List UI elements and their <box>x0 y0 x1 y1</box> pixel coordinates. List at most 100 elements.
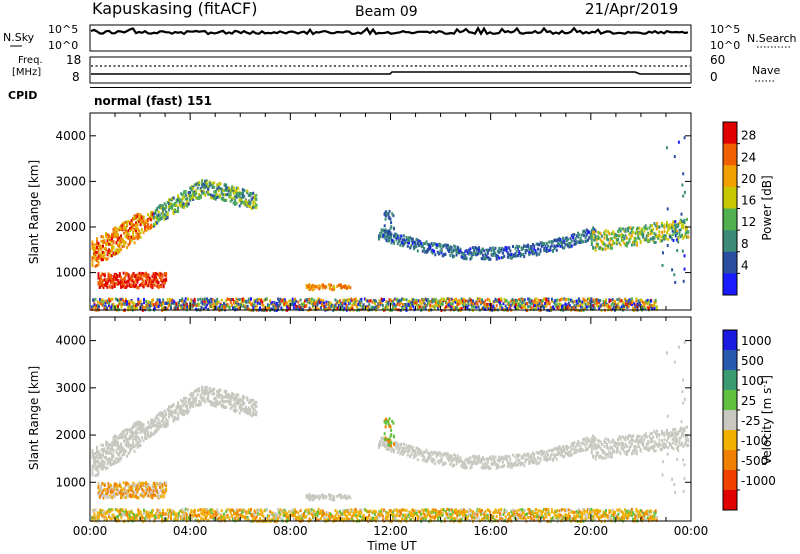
velocity-cell <box>115 484 117 487</box>
power-cell <box>604 232 607 236</box>
power-cell <box>458 302 461 306</box>
power-cell <box>569 237 572 241</box>
velocity-cell <box>443 462 446 466</box>
velocity-cell <box>465 457 468 461</box>
power-cell <box>138 215 141 219</box>
velocity-cell <box>118 434 121 438</box>
power-cell <box>96 239 98 243</box>
power-cell <box>381 303 384 307</box>
noise-right-label: N.Search <box>747 32 797 45</box>
velocity-cell <box>184 409 187 413</box>
power-cell <box>108 278 111 282</box>
power-cell <box>223 188 226 192</box>
power-cell <box>519 254 522 258</box>
velocity-cell <box>228 402 231 406</box>
velocity-cell <box>155 488 158 492</box>
power-cell <box>106 281 109 285</box>
power-cell <box>107 272 110 276</box>
power-cell <box>115 251 118 255</box>
velocity-cell <box>146 483 149 487</box>
power-cell <box>121 302 124 306</box>
power-cell <box>602 240 605 244</box>
velocity-cell <box>133 484 136 488</box>
power-cell <box>304 299 307 303</box>
power-cell <box>93 250 95 254</box>
velocity-cell <box>132 481 135 485</box>
velocity-cell <box>136 496 139 500</box>
velocity-cell <box>396 444 399 448</box>
velocity-cell <box>214 401 217 405</box>
power-cell <box>166 212 169 216</box>
power-cell <box>307 284 310 288</box>
velocity-cell <box>156 482 159 486</box>
power-cell <box>251 302 254 306</box>
velocity-cell <box>445 454 448 458</box>
power-cell <box>108 285 111 289</box>
power-cell <box>478 249 481 252</box>
power-cell <box>102 239 104 243</box>
power-cell <box>518 244 521 248</box>
velocity-cell <box>237 401 240 405</box>
power-cell <box>114 297 117 301</box>
power-cell <box>584 236 587 240</box>
velocity-cell <box>500 457 503 461</box>
velocity-cell <box>469 456 472 460</box>
power-cell <box>483 302 486 306</box>
power-cell <box>196 186 199 190</box>
velocity-cell <box>195 399 198 402</box>
power-cell <box>385 231 388 235</box>
power-cell <box>599 246 602 250</box>
velocity-cell <box>205 397 208 401</box>
power-cell <box>147 226 150 230</box>
velocity-cell <box>126 444 129 448</box>
velocity-cell <box>235 402 238 406</box>
power-cell <box>161 306 163 310</box>
power-cell <box>403 307 406 311</box>
power-cell <box>456 305 459 309</box>
power-cell <box>404 241 407 245</box>
velocity-cell <box>163 420 166 424</box>
velocity-cell <box>406 449 409 453</box>
power-cell <box>112 302 115 306</box>
power-cell <box>455 253 458 257</box>
power-cell <box>446 301 449 305</box>
velocity-cell <box>112 440 115 444</box>
power-cell <box>115 232 118 236</box>
power-cell <box>224 305 227 309</box>
power-cell <box>160 206 163 210</box>
velocity-cell <box>127 441 130 445</box>
power-cell <box>399 237 402 241</box>
power-cell <box>417 299 420 303</box>
velocity-cell <box>225 390 228 393</box>
velocity-cell <box>404 449 407 453</box>
power-cell <box>94 305 97 309</box>
power-cell <box>390 302 393 306</box>
velocity-cell <box>97 470 100 474</box>
velocity-cell <box>213 392 216 396</box>
power-cell <box>654 300 657 304</box>
power-cell <box>648 239 651 243</box>
power-cell <box>514 298 517 302</box>
power-cell <box>238 204 241 208</box>
power-cell <box>149 301 152 305</box>
power-cell <box>336 300 339 304</box>
power-cell <box>415 237 418 241</box>
power-cell <box>136 232 139 236</box>
velocity-cell <box>117 443 119 447</box>
power-cell <box>113 282 116 286</box>
velocity-cell <box>496 463 499 467</box>
power-cell <box>340 302 343 306</box>
velocity-cell <box>190 401 193 405</box>
power-cell <box>672 233 675 237</box>
velocity-cell <box>172 419 175 423</box>
power-cell <box>156 284 159 288</box>
velocity-cell <box>91 449 94 452</box>
velocity-cell <box>234 401 237 405</box>
power-cell <box>517 305 520 308</box>
velocity-cell <box>220 396 223 399</box>
power-cell <box>287 307 290 311</box>
power-cell <box>669 235 671 239</box>
power-cell <box>109 251 112 255</box>
power-cell <box>307 300 310 304</box>
velocity-cell <box>94 466 97 470</box>
